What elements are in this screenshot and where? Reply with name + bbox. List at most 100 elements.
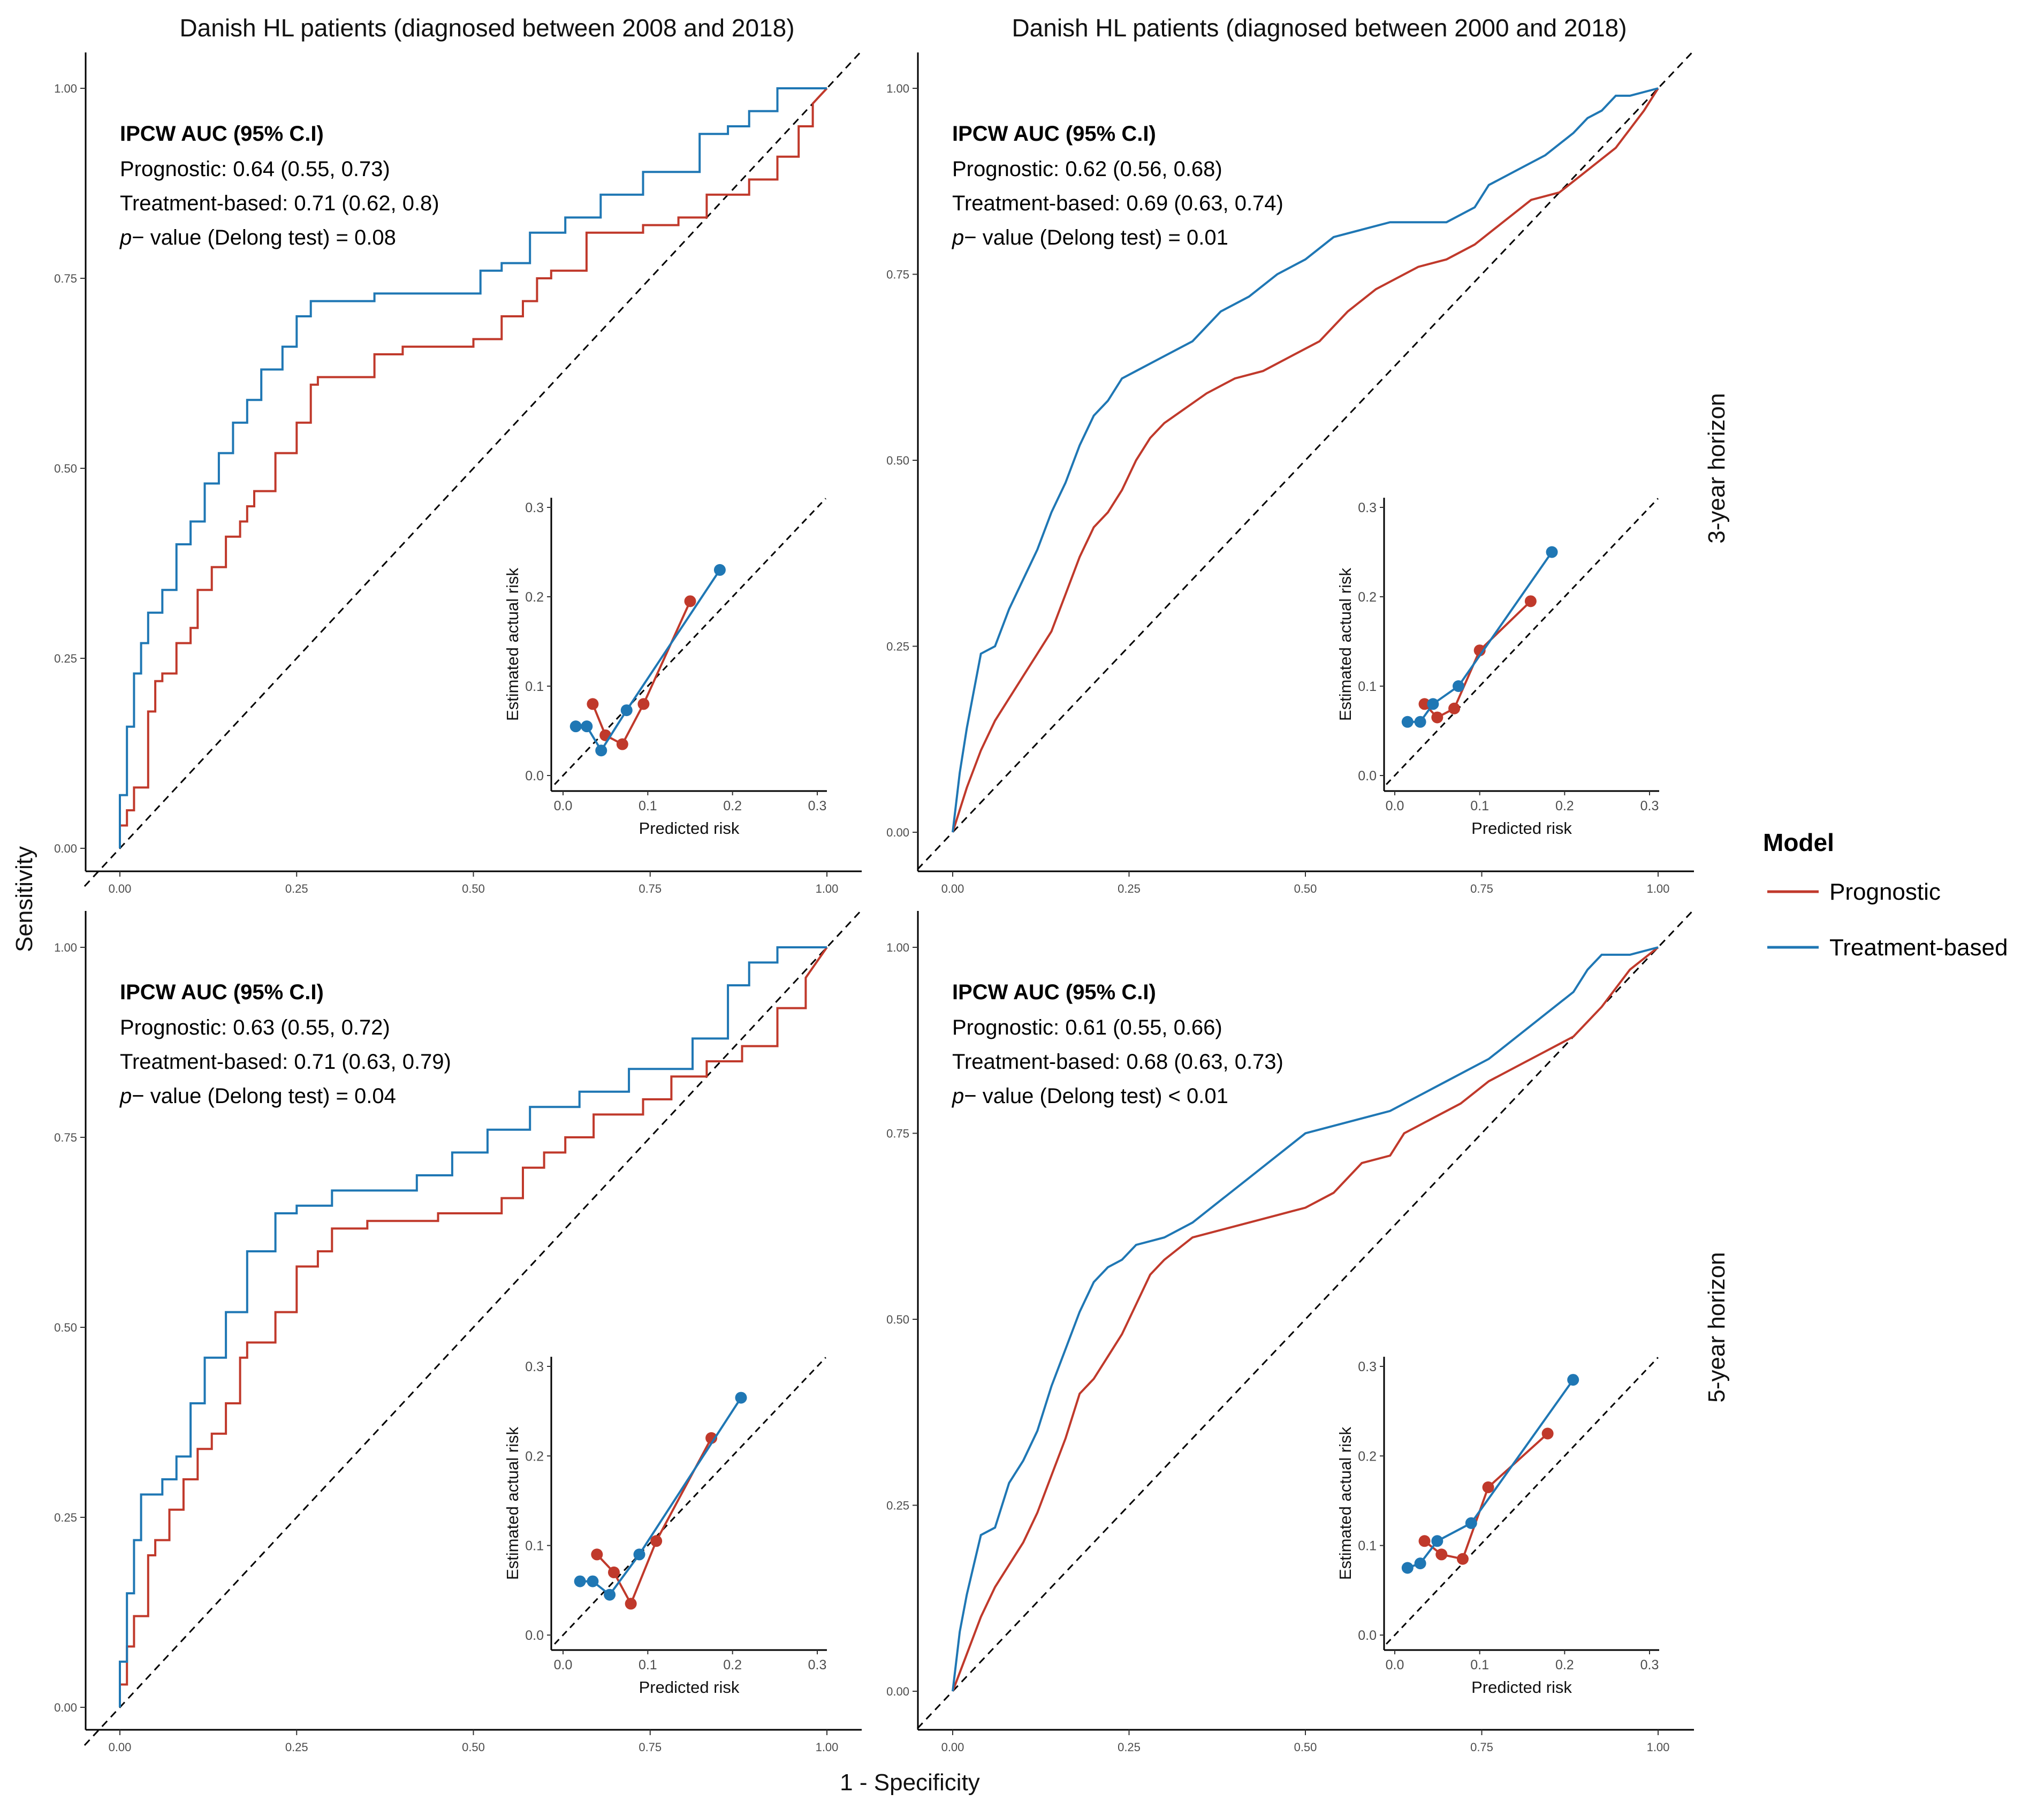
calibration-point-prognostic xyxy=(1448,702,1461,715)
y-tick-label: 1.00 xyxy=(54,941,77,954)
calibration-point-treatment xyxy=(1567,1374,1579,1386)
calibration-point-prognostic xyxy=(650,1535,663,1547)
calibration-point-treatment xyxy=(595,744,607,757)
inset-y-title: Estimated actual risk xyxy=(503,568,522,721)
inset-x-tick-label: 0.1 xyxy=(639,799,657,814)
calibration-point-prognostic xyxy=(1456,1553,1469,1565)
inset-x-tick-label: 0.0 xyxy=(554,799,573,814)
inset-x-tick-label: 0.3 xyxy=(1640,1658,1659,1673)
inset-y-tick-label: 0.3 xyxy=(525,500,544,515)
auc-heading: IPCW AUC (95% C.I) xyxy=(952,980,1156,1004)
panel-bottom-left: 0.00 0.00 0.25 0.25 0.50 0.50 0.75 0.75 1.00 1.00… xyxy=(54,908,863,1754)
diagonal-reference-line xyxy=(83,908,863,1746)
calibration-inset: 0.0 0.0 0.1 0.1 0.2 0.2 0.3 0.3 Predicted risk Es… xyxy=(1336,491,1667,843)
y-tick-label: 0.75 xyxy=(886,1127,909,1141)
auc-prognostic: Prognostic: 0.63 (0.55, 0.72) xyxy=(120,1016,390,1039)
x-tick-label: 0.00 xyxy=(109,1740,132,1754)
calibration-point-prognostic xyxy=(684,595,696,607)
auc-prognostic: Prognostic: 0.61 (0.55, 0.66) xyxy=(952,1016,1222,1039)
calibration-point-treatment xyxy=(1414,716,1426,728)
inset-x-tick-label: 0.1 xyxy=(1470,799,1489,814)
panel-bottom-right: 0.00 0.00 0.25 0.25 0.50 0.50 0.75 0.75 1.00 1.00… xyxy=(886,909,1694,1754)
roc-line-prognostic xyxy=(952,87,1659,833)
calibration-point-prognostic xyxy=(1435,1548,1448,1561)
auc-treatment: Treatment-based: 0.68 (0.63, 0.73) xyxy=(952,1050,1283,1074)
calibration-point-treatment xyxy=(1431,1535,1443,1547)
column-title-right: Danish HL patients (diagnosed between 20… xyxy=(1012,14,1627,42)
legend-title: Model xyxy=(1763,829,1834,856)
x-tick-label: 0.25 xyxy=(285,882,308,895)
inset-y-tick-label: 0.3 xyxy=(1358,500,1377,515)
roc-line-prognostic xyxy=(119,87,828,848)
panel-top-right: 0.00 0.00 0.25 0.25 0.50 0.50 0.75 0.75 1.00 1.00… xyxy=(886,50,1694,895)
inset-x-title: Predicted risk xyxy=(639,1678,740,1697)
x-tick-label: 0.00 xyxy=(941,1740,964,1754)
pvalue-p: p xyxy=(119,1084,132,1108)
inset-y-tick-label: 0.1 xyxy=(1358,1539,1377,1554)
y-tick-label: 0.75 xyxy=(54,1131,77,1144)
x-tick-label: 0.25 xyxy=(1118,882,1141,895)
x-tick-label: 1.00 xyxy=(816,882,839,895)
panel-top-left: 0.00 0.00 0.25 0.25 0.50 0.50 0.75 0.75 1.00 1.00… xyxy=(54,49,863,895)
y-tick-label: 0.25 xyxy=(886,640,909,653)
x-tick-label: 0.25 xyxy=(285,1740,308,1754)
y-tick-label: 0.50 xyxy=(54,1321,77,1334)
inset-y-tick-label: 0.1 xyxy=(525,679,544,694)
calibration-inset: 0.0 0.0 0.1 0.1 0.2 0.2 0.3 0.3 Predicted risk Es… xyxy=(1336,1350,1667,1702)
y-axis-title: Sensitivity xyxy=(11,846,37,952)
auc-treatment: Treatment-based: 0.71 (0.62, 0.8) xyxy=(120,192,439,215)
pvalue-rest: − value (Delong test) = 0.01 xyxy=(964,226,1228,249)
calibration-point-prognostic xyxy=(616,738,628,750)
pvalue-rest: − value (Delong test) < 0.01 xyxy=(964,1084,1228,1108)
calibration-point-prognostic xyxy=(1473,644,1486,657)
x-tick-label: 0.50 xyxy=(1294,882,1317,895)
roc-line-treatment xyxy=(952,946,1659,1692)
y-tick-label: 0.00 xyxy=(54,842,77,855)
inset-x-tick-label: 0.3 xyxy=(808,1658,827,1673)
inset-x-tick-label: 0.1 xyxy=(639,1658,657,1673)
calibration-inset: 0.0 0.0 0.1 0.1 0.2 0.2 0.3 0.3 Predicted risk Es… xyxy=(503,491,835,843)
inset-y-tick-label: 0.0 xyxy=(1358,769,1377,784)
inset-background xyxy=(1376,491,1667,843)
auc-prognostic: Prognostic: 0.62 (0.56, 0.68) xyxy=(952,157,1222,181)
inset-x-tick-label: 0.2 xyxy=(1555,799,1574,814)
x-tick-label: 0.25 xyxy=(1118,1740,1141,1754)
calibration-point-prognostic xyxy=(1541,1427,1554,1440)
calibration-point-treatment xyxy=(620,704,633,717)
y-tick-label: 0.50 xyxy=(54,462,77,475)
auc-pvalue: p− value (Delong test) < 0.01 xyxy=(952,1084,1228,1108)
inset-y-tick-label: 0.0 xyxy=(1358,1628,1377,1643)
x-tick-label: 1.00 xyxy=(1647,882,1670,895)
pvalue-rest: − value (Delong test) = 0.04 xyxy=(132,1084,396,1108)
calibration-point-treatment xyxy=(1401,1562,1414,1574)
inset-y-title: Estimated actual risk xyxy=(1336,1427,1355,1580)
diagonal-reference-line xyxy=(917,909,1694,1729)
inset-y-tick-label: 0.3 xyxy=(1358,1359,1377,1374)
row-label-5-year: 5-year horizon xyxy=(1704,1252,1730,1402)
inset-x-tick-label: 0.1 xyxy=(1470,1658,1489,1673)
row-label-3-year: 3-year horizon xyxy=(1704,393,1730,543)
pvalue-p: p xyxy=(119,226,132,249)
calibration-point-treatment xyxy=(604,1588,616,1601)
calibration-point-prognostic xyxy=(1431,711,1443,724)
x-tick-label: 0.75 xyxy=(1470,882,1493,895)
y-tick-label: 0.25 xyxy=(54,1511,77,1524)
inset-x-title: Predicted risk xyxy=(639,819,740,838)
column-title-left: Danish HL patients (diagnosed between 20… xyxy=(179,14,794,42)
calibration-point-treatment xyxy=(569,720,582,733)
roc-line-prognostic xyxy=(119,946,828,1707)
calibration-point-treatment xyxy=(633,1548,645,1561)
calibration-point-treatment xyxy=(1414,1557,1426,1570)
y-tick-label: 1.00 xyxy=(886,941,909,954)
inset-background xyxy=(1376,1350,1667,1702)
auc-pvalue: p− value (Delong test) = 0.08 xyxy=(119,226,396,249)
x-tick-label: 1.00 xyxy=(1647,1740,1670,1754)
x-tick-label: 0.50 xyxy=(462,882,485,895)
calibration-point-prognostic xyxy=(587,698,599,710)
calibration-point-treatment xyxy=(1427,698,1439,710)
roc-line-treatment xyxy=(119,946,827,1707)
inset-y-tick-label: 0.0 xyxy=(525,769,544,784)
calibration-point-treatment xyxy=(574,1575,586,1587)
y-tick-label: 0.50 xyxy=(886,454,909,467)
calibration-point-prognostic xyxy=(637,698,650,710)
